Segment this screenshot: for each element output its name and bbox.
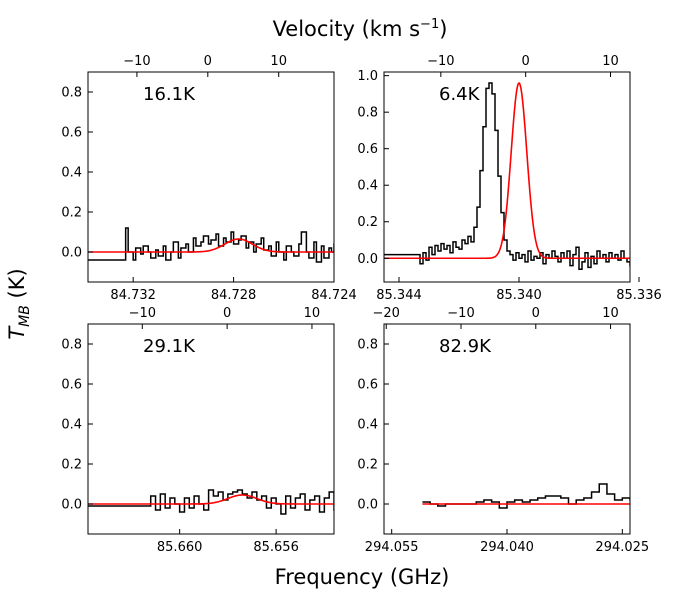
y-tick-label: 0.0 [357, 252, 378, 267]
observed-spectrum [384, 82, 630, 270]
velocity-tick-label: −10 [129, 306, 156, 321]
y-tick-label: 0.2 [61, 458, 82, 473]
gaussian-fit-line [88, 238, 334, 253]
gaussian-fit-line [88, 494, 334, 505]
y-tick-label: 0.8 [357, 338, 378, 353]
freq-tick-label: 84.728 [211, 288, 257, 303]
velocity-tick-label: 10 [602, 306, 619, 321]
freq-tick-label: 85.340 [496, 288, 542, 303]
y-tick-label: 0.8 [357, 106, 378, 121]
freq-tick-label: 85.344 [376, 288, 422, 303]
freq-tick-label: 85.660 [157, 540, 203, 555]
velocity-tick-label: 0 [532, 306, 540, 321]
y-tick-label: 0.2 [357, 215, 378, 230]
velocity-tick-label: −10 [447, 306, 474, 321]
plot-area [88, 227, 334, 263]
velocity-tick-label: 10 [304, 306, 321, 321]
panel-bottom-right: 0.0 0.2 0.4 0.6 0.8 294.055 294.040 294.025 −20 −… [357, 306, 649, 555]
y-tick-label: 0.2 [357, 458, 378, 473]
freq-tick-label: 85.656 [253, 540, 299, 555]
velocity-tick-label: −10 [123, 54, 150, 69]
velocity-tick-label: 0 [204, 54, 212, 69]
y-tick-label: 1.0 [357, 69, 378, 84]
y-tick-label: 0.2 [61, 206, 82, 221]
gaussian-fit-line [384, 82, 630, 260]
panel-temperature-label: 29.1K [143, 336, 196, 357]
axes-frame [383, 71, 631, 283]
axes-frame [87, 71, 335, 283]
y-tick-label: 0.4 [61, 166, 82, 181]
y-tick-label: 0.8 [61, 338, 82, 353]
panel-bottom-left: 0.0 0.2 0.4 0.6 0.8 85.660 85.656 −10 0 10 29.1K [61, 306, 335, 555]
velocity-tick-label: 10 [602, 54, 619, 69]
panel-top-left: 0.0 0.2 0.4 0.6 0.8 84.732 84.728 84.724 −10 0 10 1… [61, 54, 356, 303]
panel-temperature-label: 16.1K [143, 84, 196, 105]
freq-tick-label: 294.025 [595, 540, 649, 555]
y-tick-label: 0.0 [61, 246, 82, 261]
panel-top-right: 0.0 0.2 0.4 0.6 0.8 1.0 85.344 85.340 85.336 −10 0… [357, 54, 661, 303]
y-tick-label: 0.8 [61, 86, 82, 101]
y-tick-label: 0.6 [61, 378, 82, 393]
velocity-tick-label: −10 [427, 54, 454, 69]
y-tick-label: 0.0 [61, 498, 82, 513]
freq-tick-label: 294.055 [365, 540, 419, 555]
tmb-axis-title: TMB (K) [5, 268, 33, 339]
plot-area [422, 483, 630, 509]
observed-spectrum [88, 489, 334, 515]
y-tick-label: 0.4 [357, 179, 378, 194]
plot-area [384, 82, 630, 270]
velocity-tick-label: 10 [270, 54, 287, 69]
velocity-axis-title: Velocity (km s−1) [273, 17, 448, 41]
plot-area [88, 489, 334, 515]
y-tick-label: 0.0 [357, 498, 378, 513]
panels: 0.0 0.2 0.4 0.6 0.8 84.732 84.728 84.724 −10 0 10 1… [61, 54, 661, 555]
freq-tick-label: 294.040 [480, 540, 534, 555]
panel-temperature-label: 6.4K [439, 84, 481, 105]
observed-spectrum [88, 227, 334, 263]
velocity-tick-label: −20 [373, 306, 400, 321]
velocity-tick-label: 0 [223, 306, 231, 321]
velocity-tick-label: 0 [522, 54, 530, 69]
panel-temperature-label: 82.9K [439, 336, 492, 357]
freq-tick-label: 84.732 [110, 288, 156, 303]
freq-tick-label: 84.724 [311, 288, 357, 303]
y-tick-label: 0.4 [61, 418, 82, 433]
y-tick-label: 0.6 [61, 126, 82, 141]
y-tick-label: 0.6 [357, 142, 378, 157]
y-tick-label: 0.4 [357, 418, 378, 433]
frequency-axis-title: Frequency (GHz) [275, 565, 450, 589]
freq-tick-label: 85.336 [616, 288, 662, 303]
axes-frame [87, 323, 335, 535]
y-tick-label: 0.6 [357, 378, 378, 393]
